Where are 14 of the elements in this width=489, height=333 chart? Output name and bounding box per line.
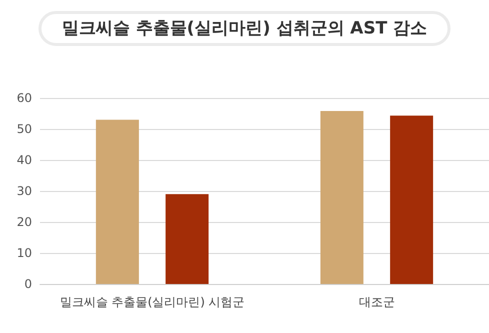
bar bbox=[320, 111, 364, 284]
bar bbox=[166, 194, 209, 284]
y-tick-label: 30 bbox=[16, 184, 32, 198]
bar bbox=[96, 120, 139, 284]
y-tick-label: 50 bbox=[16, 122, 32, 136]
bar bbox=[390, 116, 434, 284]
y-tick-label: 10 bbox=[16, 246, 32, 260]
chart-title: 밀크씨슬 추출물(실리마린) 섭취군의 AST 감소 bbox=[62, 18, 428, 38]
x-tick-label: 밀크씨슬 추출물(실리마린) 시험군 bbox=[60, 295, 245, 309]
x-tick-label: 대조군 bbox=[358, 295, 395, 309]
y-tick-label: 60 bbox=[16, 91, 32, 105]
y-tick-label: 0 bbox=[24, 277, 32, 291]
y-tick-label: 20 bbox=[16, 215, 32, 229]
y-tick-label: 40 bbox=[16, 153, 32, 167]
